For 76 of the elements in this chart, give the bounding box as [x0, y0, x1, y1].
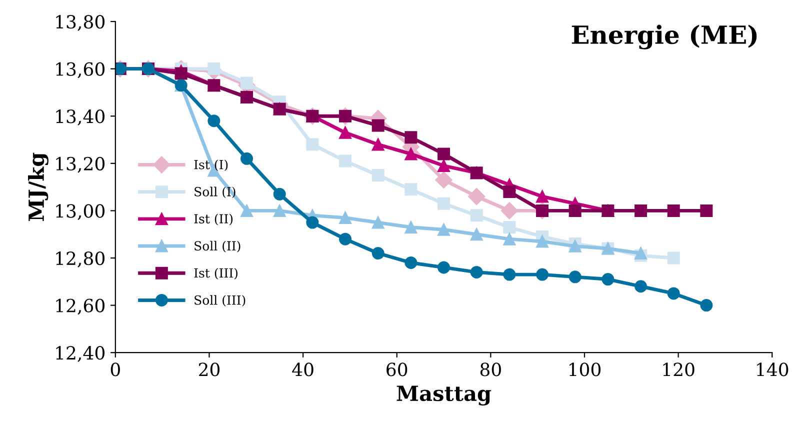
point: [339, 232, 352, 246]
x-tick-label: 60: [386, 362, 408, 376]
point: [435, 171, 452, 189]
point: [208, 114, 220, 128]
point: [372, 216, 384, 229]
point: [339, 154, 352, 168]
chart-title: Energie (ME): [572, 24, 757, 50]
point: [667, 252, 680, 264]
x-tick-label: 40: [292, 362, 314, 376]
point: [372, 247, 384, 260]
y-tick-label: 13,20: [56, 156, 104, 173]
point: [667, 287, 680, 300]
legend-label: Soll (III): [194, 295, 246, 307]
point: [208, 62, 220, 76]
point: [273, 188, 286, 200]
point: [438, 223, 450, 236]
y-axis-title: MJ/kg: [28, 152, 48, 221]
point: [174, 67, 188, 80]
point: [667, 204, 680, 217]
x-tick-label: 120: [663, 362, 694, 376]
point: [306, 138, 319, 151]
x-tick-label: 0: [110, 362, 120, 376]
point: [568, 204, 582, 217]
point: [372, 119, 384, 132]
point: [536, 190, 549, 203]
point: [438, 160, 450, 172]
point: [438, 261, 450, 274]
point: [602, 273, 614, 286]
point: [503, 186, 516, 198]
point: [372, 138, 384, 151]
point: [273, 204, 286, 217]
legend-label: Ist (III): [194, 268, 238, 280]
point: [404, 221, 418, 234]
point: [468, 188, 486, 206]
point: [500, 202, 518, 220]
point: [700, 204, 713, 217]
point: [700, 299, 713, 312]
legend-label: Soll (I): [194, 186, 236, 198]
point: [503, 232, 516, 246]
point: [503, 221, 516, 234]
point: [339, 126, 352, 139]
y-tick-label: 12,80: [56, 251, 104, 268]
point: [240, 204, 254, 217]
point: [404, 131, 418, 144]
point: [634, 280, 648, 293]
point: [536, 235, 549, 248]
legend-label: Soll (II): [194, 240, 240, 252]
y-tick-label: 13,00: [56, 204, 104, 220]
point: [470, 228, 483, 241]
point: [470, 209, 483, 222]
point: [438, 197, 450, 210]
x-tick-label: 140: [757, 362, 788, 376]
x-tick-label: 100: [569, 362, 601, 376]
y-tick-label: 12,40: [56, 346, 104, 362]
point: [306, 216, 319, 229]
point: [404, 148, 418, 160]
y-tick-label: 13,40: [56, 110, 104, 126]
point: [372, 168, 384, 182]
point: [503, 268, 516, 281]
y-tick-label: 13,80: [56, 14, 104, 31]
legend-label: Ist (II): [194, 214, 233, 226]
y-tick-label: 13,60: [56, 62, 104, 78]
point: [438, 148, 450, 160]
point: [634, 204, 648, 217]
legend-label: Ist (I): [194, 160, 228, 172]
point: [470, 266, 483, 278]
x-tick-label: 20: [198, 362, 220, 376]
x-axis-title: Masttag: [396, 386, 492, 406]
point: [240, 152, 254, 165]
point: [568, 270, 582, 284]
point: [404, 183, 418, 196]
point: [404, 256, 418, 269]
x-tick-label: 80: [480, 362, 501, 376]
y-tick-label: 12,60: [56, 298, 104, 315]
point: [536, 268, 549, 281]
point: [339, 212, 352, 224]
